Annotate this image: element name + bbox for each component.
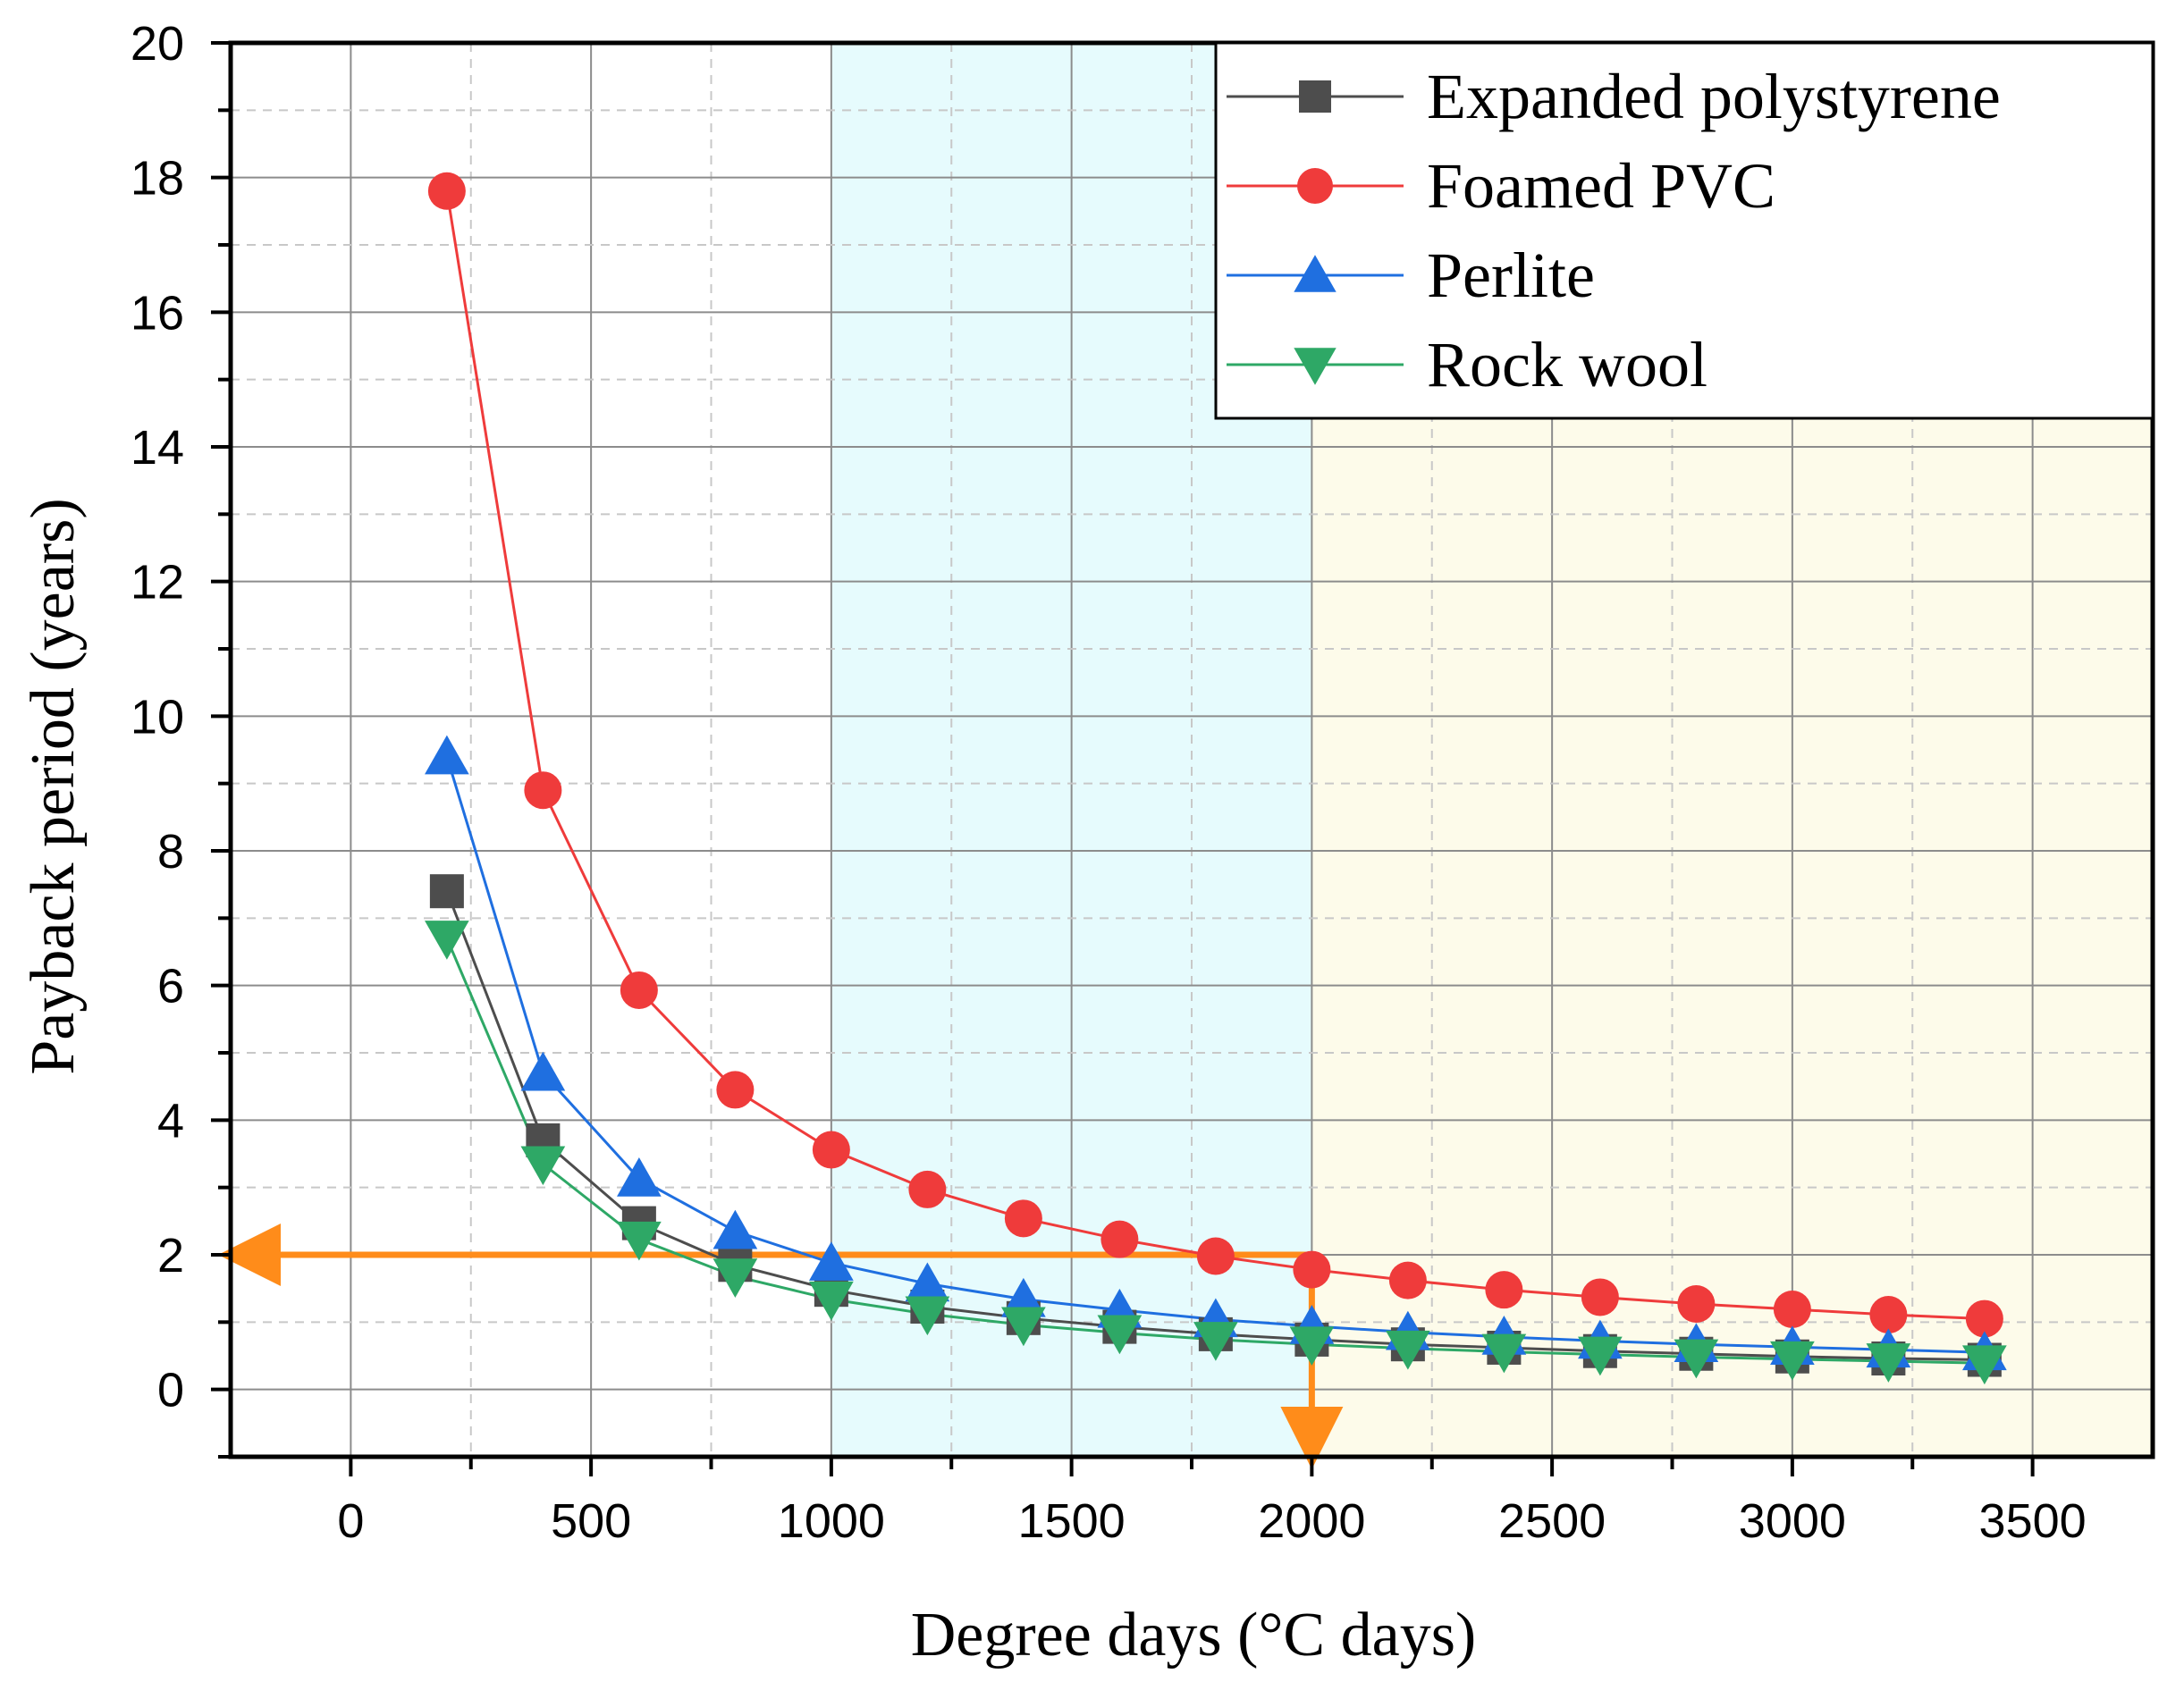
data-point-rock-wool [905, 1296, 950, 1336]
data-point-foamed-pvc [1100, 1220, 1139, 1258]
data-point-foamed-pvc [716, 1071, 755, 1109]
data-point-rock-wool [1097, 1315, 1143, 1355]
data-point-foamed-pvc [1677, 1284, 1716, 1323]
axes [211, 40, 2155, 1476]
data-point-foamed-pvc [524, 771, 562, 810]
x-tick-label: 2500 [1498, 1494, 1606, 1548]
data-point-foamed-pvc [908, 1170, 947, 1208]
x-tick-label: 500 [551, 1494, 631, 1548]
legend-label-foamed-pvc: Foamed PVC [1427, 150, 1775, 222]
data-point-rock-wool [1289, 1326, 1335, 1367]
y-tick-label: 12 [131, 556, 184, 610]
data-point-foamed-pvc [1388, 1261, 1427, 1299]
x-tick-label: 3500 [1979, 1494, 2087, 1548]
data-point-rock-wool [1770, 1341, 1815, 1381]
y-tick-label: 10 [131, 690, 184, 744]
data-point-rock-wool [1001, 1307, 1046, 1347]
y-tick-label: 6 [157, 960, 184, 1013]
y-tick-label: 8 [157, 825, 184, 879]
data-point-foamed-pvc [1485, 1271, 1523, 1309]
y-tick-label: 16 [131, 286, 184, 340]
legend-box [1214, 41, 2154, 420]
legend-label-expanded-polystyrene: Expanded polystyrene [1427, 61, 2001, 132]
data-point-rock-wool [520, 1146, 566, 1186]
data-point-rock-wool [713, 1258, 758, 1298]
data-point-foamed-pvc [427, 172, 466, 210]
y-tick-label: 2 [157, 1229, 184, 1283]
data-point-foamed-pvc [1581, 1278, 1619, 1316]
legend-marker-foamed-pvc [1297, 168, 1333, 204]
x-tick-label: 3000 [1739, 1494, 1846, 1548]
data-point-expanded-polystyrene [429, 874, 464, 909]
series-markers [425, 172, 2007, 1385]
legend-marker-perlite [1294, 255, 1337, 292]
data-point-perlite [425, 735, 469, 775]
data-point-rock-wool [1578, 1336, 1623, 1376]
x-tick-label: 1000 [778, 1494, 885, 1548]
y-axis-title: Payback period (years) [19, 498, 88, 1074]
legend-marker-rock-wool [1294, 348, 1337, 385]
y-tick-label: 20 [131, 17, 184, 71]
data-point-rock-wool [1193, 1322, 1238, 1361]
data-point-rock-wool [425, 921, 469, 960]
legend-marker-expanded-polystyrene [1299, 80, 1331, 113]
data-point-perlite [520, 1051, 566, 1091]
data-point-rock-wool [1386, 1330, 1430, 1370]
y-tick-label: 14 [131, 421, 184, 475]
data-point-foamed-pvc [1773, 1291, 1811, 1329]
data-point-foamed-pvc [1293, 1250, 1331, 1289]
tick-labels: 0 500 1000 1500 2000 2500 3000 3500 0 2 4 6 8 10 12 14 1… [131, 17, 2087, 1548]
legend: Expanded polystyrene Foamed PVC Perlite Roc… [1214, 41, 2154, 420]
x-axis-title: Degree days (°C days) [911, 1601, 1477, 1669]
data-point-perlite [905, 1262, 950, 1302]
data-point-foamed-pvc [1965, 1299, 2003, 1338]
data-point-rock-wool [1481, 1333, 1527, 1374]
y-tick-label: 4 [157, 1094, 184, 1148]
data-point-foamed-pvc [620, 971, 658, 1009]
x-tick-label: 2000 [1258, 1494, 1365, 1548]
data-point-rock-wool [1866, 1343, 1911, 1383]
x-tick-label: 1500 [1018, 1494, 1126, 1548]
data-point-rock-wool [617, 1221, 662, 1261]
data-point-rock-wool [1674, 1339, 1719, 1379]
y-tick-label: 18 [131, 152, 184, 206]
data-point-perlite [809, 1241, 854, 1281]
legend-label-perlite: Perlite [1427, 240, 1595, 311]
y-tick-label: 0 [157, 1364, 184, 1417]
x-tick-label: 0 [337, 1494, 364, 1548]
data-point-perlite [617, 1157, 662, 1197]
legend-label-rock-wool: Rock wool [1427, 329, 1708, 400]
data-point-foamed-pvc [1869, 1296, 1908, 1334]
data-point-foamed-pvc [1004, 1199, 1042, 1238]
data-point-perlite [713, 1209, 758, 1249]
data-point-rock-wool [1962, 1345, 2007, 1385]
data-point-foamed-pvc [812, 1131, 850, 1169]
data-point-rock-wool [809, 1281, 854, 1321]
data-point-foamed-pvc [1196, 1237, 1235, 1275]
